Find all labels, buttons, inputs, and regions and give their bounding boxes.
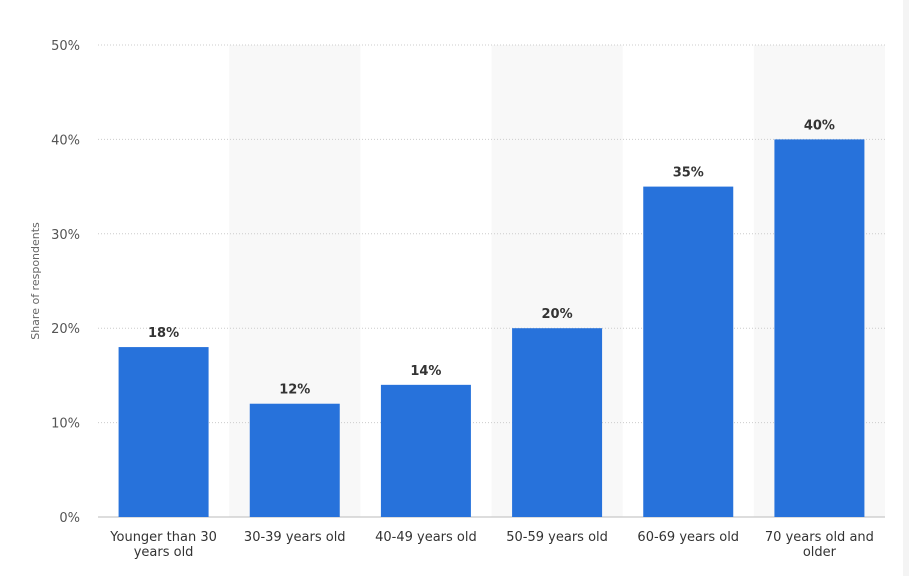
data-label: 20% xyxy=(542,307,573,322)
x-tick-label: older xyxy=(803,545,837,560)
y-tick-label: 30% xyxy=(51,228,80,243)
y-tick-label: 20% xyxy=(51,322,80,337)
data-label: 18% xyxy=(148,326,179,341)
data-label: 40% xyxy=(804,118,835,133)
y-tick-label: 50% xyxy=(51,39,80,54)
bar-5 xyxy=(774,139,865,517)
x-tick-label: 30-39 years old xyxy=(244,530,346,545)
data-label: 35% xyxy=(673,166,704,181)
x-tick-label: 60-69 years old xyxy=(637,530,739,545)
bar-0 xyxy=(118,347,209,517)
x-tick-label: Younger than 30 xyxy=(109,530,217,545)
x-tick-label: 70 years old and xyxy=(765,530,874,545)
bar-2 xyxy=(380,384,471,517)
y-axis-ticks: 0% 10% 20% 30% 40% 50% xyxy=(51,39,80,526)
bar-3 xyxy=(512,328,603,517)
bar-4 xyxy=(643,186,734,517)
x-tick-label: 40-49 years old xyxy=(375,530,477,545)
x-tick-label: years old xyxy=(134,545,194,560)
gridlines xyxy=(98,44,885,518)
x-tick-label: 50-59 years old xyxy=(506,530,608,545)
y-axis-title: Share of respondents xyxy=(29,222,42,340)
bars xyxy=(118,139,865,517)
y-tick-label: 10% xyxy=(51,417,80,432)
data-label: 12% xyxy=(279,383,310,398)
data-labels: 18% 12% 14% 20% 35% 40% xyxy=(148,118,835,397)
right-edge-strip xyxy=(903,0,909,576)
data-label: 14% xyxy=(410,364,441,379)
bar-1 xyxy=(249,403,340,517)
y-tick-label: 0% xyxy=(59,511,80,526)
y-tick-label: 40% xyxy=(51,133,80,148)
